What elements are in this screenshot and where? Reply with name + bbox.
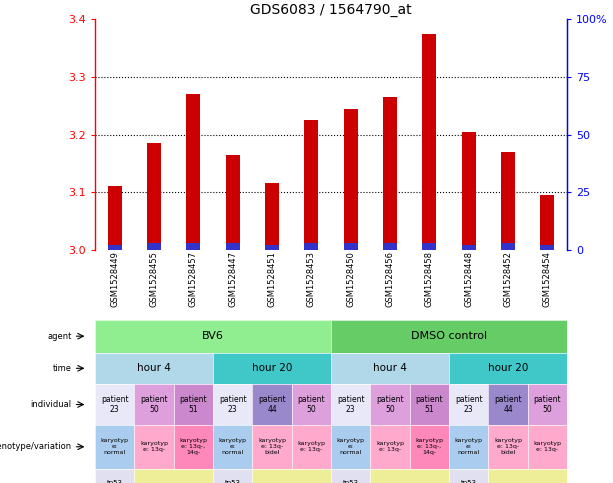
Bar [147, 243, 161, 250]
Bar [422, 243, 436, 250]
Text: hour 20: hour 20 [488, 363, 528, 373]
Bar [344, 243, 357, 250]
Bar [462, 132, 476, 250]
Bar [541, 245, 554, 250]
Bar [383, 243, 397, 250]
Text: karyotyp
e: 13q-
bidel: karyotyp e: 13q- bidel [494, 439, 522, 455]
Bar [422, 34, 436, 250]
Text: karyotyp
e: 13q-
bidel: karyotyp e: 13q- bidel [258, 439, 286, 455]
Text: agent: agent [47, 332, 72, 341]
Text: tp53
mutation
: MUT: tp53 mutation : MUT [217, 480, 248, 483]
Text: karyotyp
e: 13q-,
14q-: karyotyp e: 13q-, 14q- [416, 439, 443, 455]
Bar [147, 143, 161, 250]
Title: GDS6083 / 1564790_at: GDS6083 / 1564790_at [250, 3, 412, 17]
Bar [501, 152, 515, 250]
Bar [108, 186, 121, 250]
Bar [305, 120, 318, 250]
Text: karyotyp
e:
normal: karyotyp e: normal [455, 439, 482, 455]
Text: patient
50: patient 50 [140, 395, 168, 414]
Text: karyotyp
e:
normal: karyotyp e: normal [219, 439, 246, 455]
Text: patient
50: patient 50 [297, 395, 325, 414]
Bar [541, 195, 554, 250]
Text: patient
51: patient 51 [416, 395, 443, 414]
Bar [226, 243, 240, 250]
Text: karyotyp
e:
normal: karyotyp e: normal [337, 439, 365, 455]
Text: patient
44: patient 44 [258, 395, 286, 414]
Text: tp53
mutation
: MUT: tp53 mutation : MUT [453, 480, 484, 483]
Text: patient
23: patient 23 [455, 395, 482, 414]
Text: hour 4: hour 4 [373, 363, 407, 373]
Text: patient
50: patient 50 [533, 395, 561, 414]
Text: karyotyp
e: 13q-: karyotyp e: 13q- [297, 441, 326, 452]
Bar [383, 97, 397, 250]
Text: karyotyp
e:
normal: karyotyp e: normal [101, 439, 129, 455]
Text: patient
51: patient 51 [180, 395, 207, 414]
Bar [462, 245, 476, 250]
Bar [265, 184, 279, 250]
Text: karyotyp
e: 13q-: karyotyp e: 13q- [140, 441, 168, 452]
Bar [186, 243, 200, 250]
Text: time: time [53, 364, 72, 373]
Bar [501, 243, 515, 250]
Text: tp53
mutation
: MUT: tp53 mutation : MUT [335, 480, 367, 483]
Text: karyotyp
e: 13q-: karyotyp e: 13q- [533, 441, 562, 452]
Text: patient
23: patient 23 [337, 395, 365, 414]
Bar [265, 245, 279, 250]
Bar [344, 109, 357, 250]
Bar [305, 243, 318, 250]
Bar [108, 245, 121, 250]
Text: hour 20: hour 20 [252, 363, 292, 373]
Text: BV6: BV6 [202, 331, 224, 341]
Text: patient
23: patient 23 [219, 395, 246, 414]
Text: karyotyp
e: 13q-: karyotyp e: 13q- [376, 441, 404, 452]
Text: tp53
mutation
: MUT: tp53 mutation : MUT [99, 480, 131, 483]
Text: karyotyp
e: 13q-,
14q-: karyotyp e: 13q-, 14q- [180, 439, 207, 455]
Text: patient
44: patient 44 [494, 395, 522, 414]
Text: hour 4: hour 4 [137, 363, 171, 373]
Text: patient
23: patient 23 [101, 395, 129, 414]
Bar [226, 155, 240, 250]
Bar [186, 94, 200, 250]
Text: genotype/variation: genotype/variation [0, 442, 72, 451]
Text: patient
50: patient 50 [376, 395, 404, 414]
Text: individual: individual [31, 400, 72, 409]
Text: DMSO control: DMSO control [411, 331, 487, 341]
